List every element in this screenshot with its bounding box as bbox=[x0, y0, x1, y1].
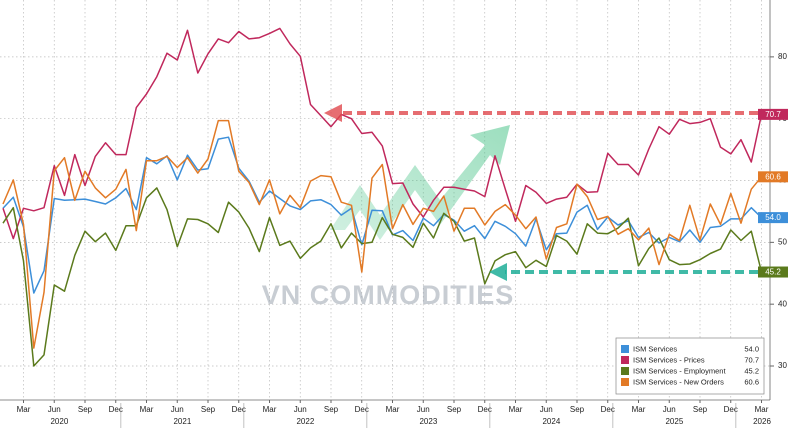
last-value-box bbox=[758, 108, 788, 120]
x-tick-label: Jun bbox=[540, 405, 553, 414]
x-tick-label: Dec bbox=[724, 405, 738, 414]
last-value-box bbox=[758, 212, 788, 224]
series-line bbox=[2, 27, 763, 240]
x-tick-label: Dec bbox=[232, 405, 246, 414]
x-tick-label: Sep bbox=[447, 405, 462, 414]
last-value-label: 60.6 bbox=[765, 172, 781, 181]
legend-swatch bbox=[621, 367, 629, 375]
legend-label: ISM Services - New Orders bbox=[633, 377, 724, 386]
x-tick-label: Jun bbox=[171, 405, 184, 414]
year-label: 2024 bbox=[542, 417, 560, 426]
x-tick-label: Sep bbox=[78, 405, 93, 414]
legend-label: ISM Services - Employment bbox=[633, 366, 726, 375]
legend-value: 70.7 bbox=[744, 355, 759, 364]
x-tick-label: Mar bbox=[386, 405, 400, 414]
last-value-label: 45.2 bbox=[765, 268, 781, 277]
x-tick-label: Dec bbox=[109, 405, 123, 414]
legend-swatch bbox=[621, 356, 629, 364]
x-tick-label: Sep bbox=[693, 405, 708, 414]
last-value-label: 70.7 bbox=[765, 110, 781, 119]
last-value-label: 54.0 bbox=[765, 213, 781, 222]
x-tick-label: Jun bbox=[417, 405, 430, 414]
year-label: 2025 bbox=[665, 417, 683, 426]
year-label: 2021 bbox=[173, 417, 191, 426]
y-tick-label: 30 bbox=[778, 361, 787, 370]
annotation-arrows bbox=[324, 104, 758, 281]
y-tick-label: 80 bbox=[778, 52, 787, 61]
axes: 304050607080MarJunSepDecMarJunSepDecMarJ… bbox=[17, 52, 788, 428]
x-tick-label: Mar bbox=[263, 405, 277, 414]
legend-value: 54.0 bbox=[744, 344, 759, 353]
x-tick-label: Mar bbox=[632, 405, 646, 414]
x-tick-label: Jun bbox=[48, 405, 61, 414]
x-tick-label: Mar bbox=[755, 405, 769, 414]
x-tick-label: Jun bbox=[294, 405, 307, 414]
x-tick-label: Jun bbox=[663, 405, 676, 414]
legend-value: 45.2 bbox=[744, 366, 759, 375]
x-tick-label: Dec bbox=[478, 405, 492, 414]
x-tick-label: Sep bbox=[324, 405, 339, 414]
x-tick-label: Sep bbox=[201, 405, 216, 414]
x-tick-label: Mar bbox=[17, 405, 31, 414]
x-tick-label: Sep bbox=[570, 405, 585, 414]
last-value-box bbox=[758, 171, 788, 183]
year-label: 2020 bbox=[50, 417, 68, 426]
y-tick-label: 50 bbox=[778, 237, 787, 246]
watermark: VN COMMODITIES bbox=[262, 280, 515, 310]
y-tick-label: 40 bbox=[778, 299, 787, 308]
last-value-box bbox=[758, 266, 788, 278]
legend-label: ISM Services bbox=[633, 344, 677, 353]
x-tick-label: Dec bbox=[601, 405, 615, 414]
x-tick-label: Mar bbox=[140, 405, 154, 414]
x-tick-label: Mar bbox=[509, 405, 523, 414]
logo-mark bbox=[330, 125, 510, 240]
legend-value: 60.6 bbox=[744, 377, 759, 386]
year-label: 2026 bbox=[753, 417, 771, 426]
legend-box bbox=[615, 337, 765, 395]
series-line bbox=[2, 136, 763, 294]
series-line bbox=[2, 119, 763, 349]
legend: ISM Services 54.0 ISM Services - Prices 70.… bbox=[615, 337, 765, 395]
lines bbox=[2, 27, 763, 367]
legend-label: ISM Services - Prices bbox=[633, 355, 705, 364]
legend-swatch bbox=[621, 345, 629, 353]
series-line bbox=[2, 187, 763, 367]
x-tick-label: Dec bbox=[355, 405, 369, 414]
year-label: 2023 bbox=[419, 417, 437, 426]
legend-swatch bbox=[621, 378, 629, 386]
year-label: 2022 bbox=[296, 417, 314, 426]
